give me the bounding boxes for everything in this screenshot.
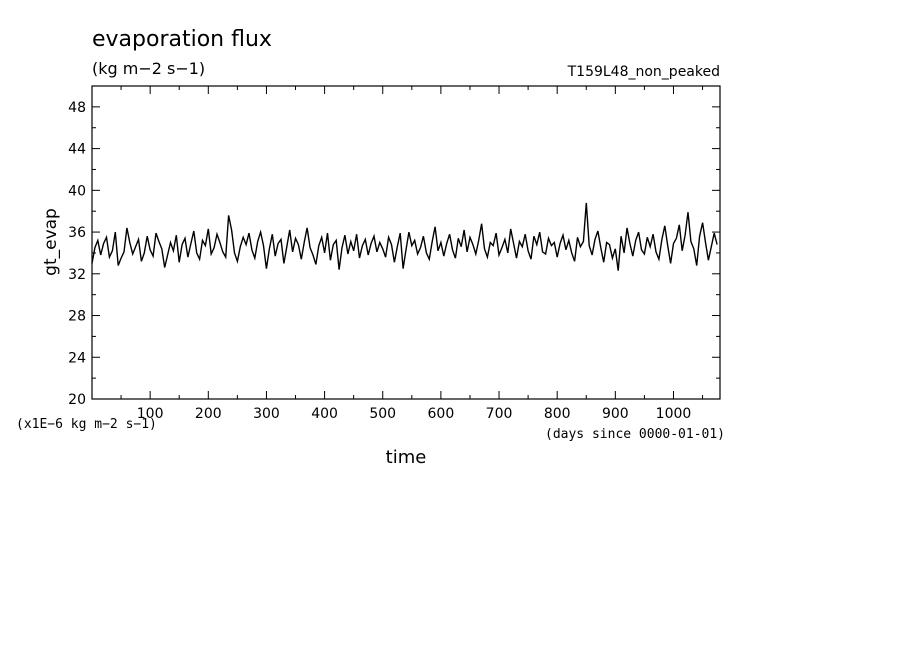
x-tick-label: 700 — [486, 406, 513, 422]
x-tick-label: 800 — [544, 406, 571, 422]
x-axis: 100 200 300 400 500 600 700 800 900 1000 — [120, 86, 704, 422]
chart-title: evaporation flux — [92, 27, 272, 52]
y-tick-label: 36 — [68, 225, 86, 241]
x-tick-label: 500 — [369, 406, 396, 422]
x-tick-label: 200 — [195, 406, 222, 422]
x-tick-label: 300 — [253, 406, 280, 422]
x-tick-label: 100 — [137, 406, 164, 422]
y-scale-note: (x1E−6 kg m−2 s−1) — [16, 417, 157, 432]
y-axis-label: gt_evap — [41, 208, 61, 276]
y-tick-label: 28 — [68, 309, 86, 325]
series-line — [91, 202, 718, 271]
y-tick-label: 24 — [68, 350, 86, 366]
plot-frame — [91, 85, 721, 400]
y-tick-label: 40 — [68, 183, 86, 199]
y-axis: 20 24 28 32 36 40 44 48 — [68, 85, 720, 408]
x-tick-label: 400 — [311, 406, 338, 422]
y-tick-label: 48 — [68, 100, 86, 116]
chart-subtitle: (kg m−2 s−1) — [92, 59, 205, 78]
x-unit-note: (days since 0000-01-01) — [545, 427, 725, 442]
x-axis-label: time — [386, 447, 427, 468]
run-label: T159L48_non_peaked — [567, 64, 720, 80]
y-tick-label: 44 — [68, 142, 86, 158]
x-tick-label: 600 — [428, 406, 455, 422]
x-tick-label: 1000 — [656, 406, 692, 422]
y-tick-label: 20 — [68, 392, 86, 408]
x-tick-label: 900 — [602, 406, 629, 422]
y-tick-label: 32 — [68, 267, 86, 283]
